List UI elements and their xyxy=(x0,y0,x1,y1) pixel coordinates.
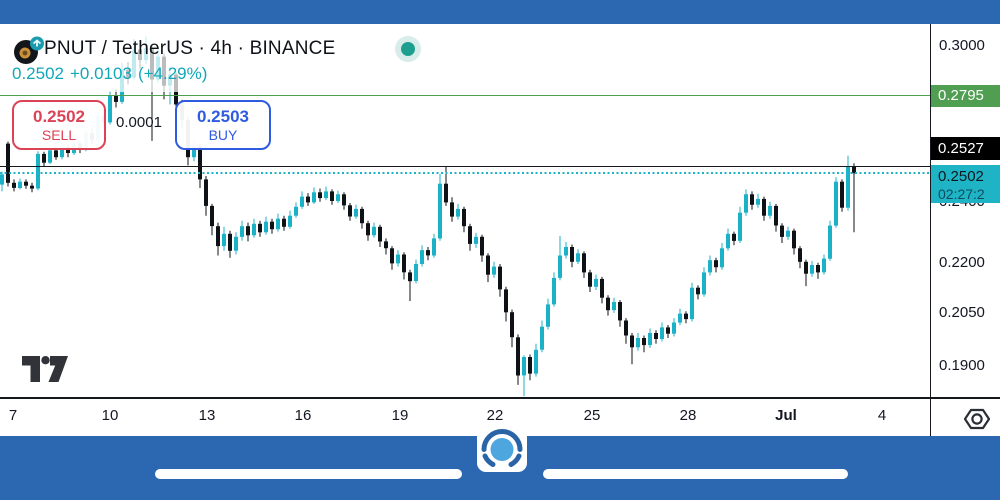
price-tick-label: 0.1900 xyxy=(939,357,985,375)
spread-value: 0.0001 xyxy=(116,114,162,131)
screenshot-camera-icon[interactable] xyxy=(474,423,530,479)
toolbar-left-handle[interactable] xyxy=(155,469,462,479)
time-tick-label: 7 xyxy=(8,407,18,424)
time-tick-label: Jul xyxy=(775,407,797,424)
alert-price-label: 0.2795 xyxy=(930,84,1000,107)
time-tick-label: 22 xyxy=(486,407,504,424)
price-change: +0.0103 xyxy=(70,64,132,83)
time-tick-label: 19 xyxy=(391,407,409,424)
sell-price: 0.2502 xyxy=(33,107,85,127)
system-status-bar xyxy=(0,0,1000,24)
time-tick-label: 4 xyxy=(877,407,887,424)
last-price: 0.2502 xyxy=(12,64,64,83)
drawn-line-price-label: 0.2527 xyxy=(930,137,1000,161)
buy-label: BUY xyxy=(208,126,238,143)
chart-settings-gear-icon[interactable] xyxy=(960,404,994,436)
sell-button[interactable]: 0.2502 SELL xyxy=(12,100,106,150)
time-axis[interactable]: 7 10 13 16 19 22 25 28 Jul 4 xyxy=(0,399,930,436)
market-status-dot[interactable] xyxy=(401,42,415,56)
buy-button[interactable]: 0.2503 BUY xyxy=(175,100,271,150)
price-change-pct: (+4.29%) xyxy=(137,64,208,83)
time-tick-label: 10 xyxy=(101,407,119,424)
current-price-line xyxy=(0,172,930,174)
sell-label: SELL xyxy=(41,126,77,143)
current-price-value: 0.2502 xyxy=(938,168,984,186)
price-tick-label: 0.3000 xyxy=(939,37,985,54)
screenshot-toolbar xyxy=(0,426,1000,500)
header-backdrop xyxy=(0,24,438,92)
symbol-logo xyxy=(14,36,44,64)
tradingview-logo-watermark xyxy=(22,356,68,382)
last-price-row: 0.2502 +0.0103 (+4.29%) xyxy=(12,64,213,84)
time-tick-label: 13 xyxy=(198,407,216,424)
alert-price-line[interactable] xyxy=(0,94,930,97)
price-tick-label: 0.2200 xyxy=(939,254,985,272)
bar-countdown: 02:27:2 xyxy=(938,186,985,203)
time-tick-label: 16 xyxy=(294,407,312,424)
drawn-horizontal-line[interactable] xyxy=(0,165,930,168)
buy-price: 0.2503 xyxy=(197,107,249,127)
toolbar-right-handle[interactable] xyxy=(543,469,848,479)
time-axis-border xyxy=(0,397,1000,399)
time-tick-label: 28 xyxy=(679,407,697,424)
time-tick-label: 25 xyxy=(583,407,601,424)
price-tick-label: 0.2050 xyxy=(939,303,985,321)
current-price-label: 0.2502 02:27:2 xyxy=(930,165,1000,204)
price-axis-border xyxy=(929,24,931,436)
symbol-title[interactable]: PNUT / TetherUS · 4h · BINANCE xyxy=(44,38,336,59)
